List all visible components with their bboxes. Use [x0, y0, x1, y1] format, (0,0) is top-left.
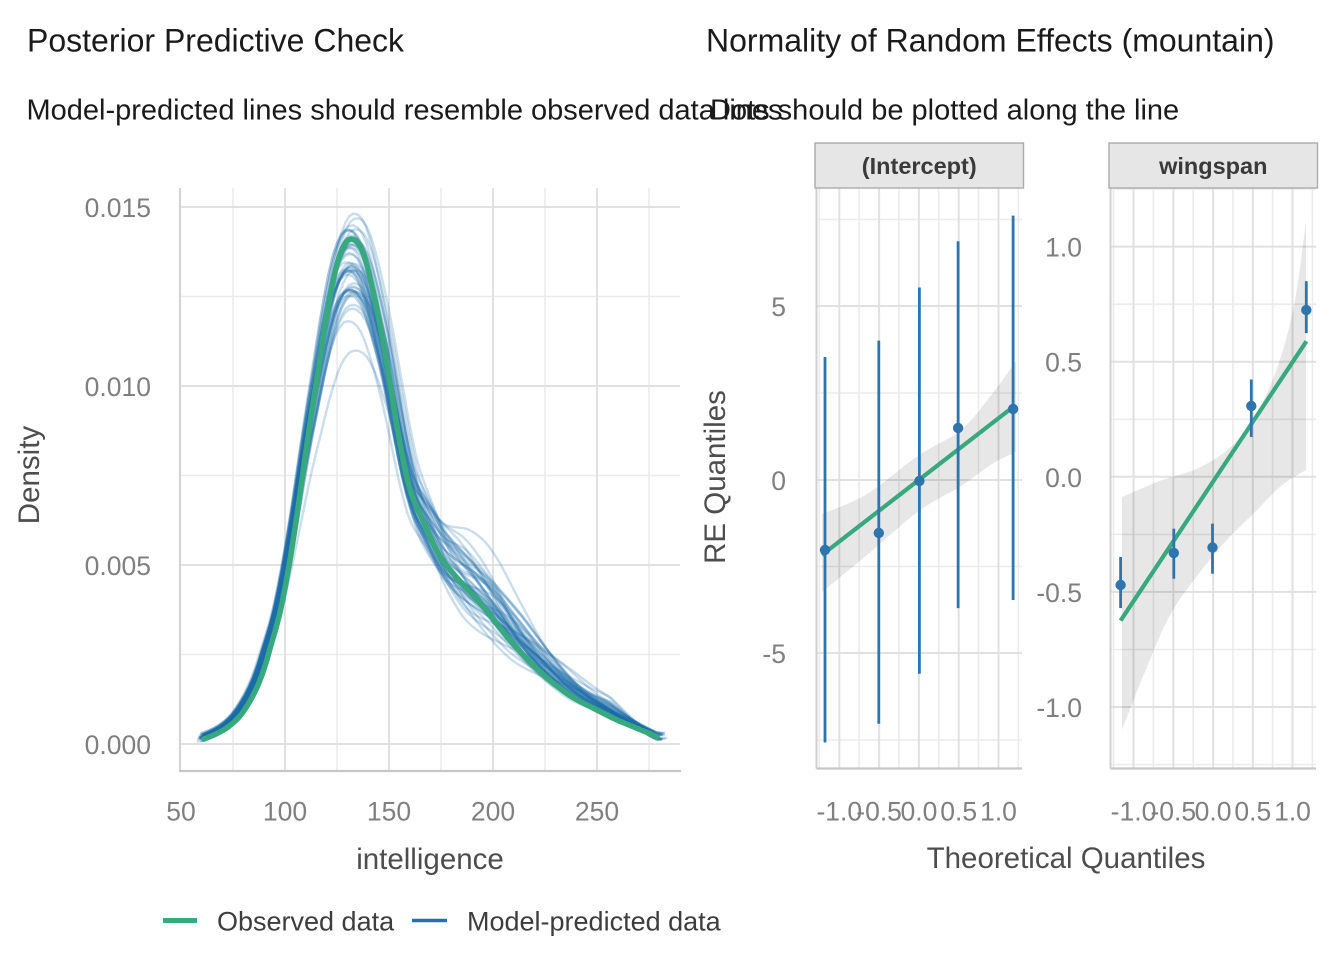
svg-text:Theoretical Quantiles: Theoretical Quantiles	[927, 842, 1206, 875]
svg-text:-1.0: -1.0	[1111, 797, 1157, 827]
svg-text:1.0: 1.0	[1274, 797, 1311, 827]
svg-text:0.0: 0.0	[1045, 463, 1082, 493]
svg-text:-5: -5	[762, 639, 786, 669]
svg-text:250: 250	[575, 797, 619, 827]
svg-text:-1.0: -1.0	[816, 797, 862, 827]
svg-text:1.0: 1.0	[1045, 233, 1082, 263]
svg-text:intelligence: intelligence	[356, 843, 504, 876]
svg-text:Model-predicted data: Model-predicted data	[467, 907, 722, 937]
svg-text:50: 50	[166, 797, 195, 827]
svg-text:200: 200	[471, 797, 515, 827]
svg-text:150: 150	[367, 797, 411, 827]
svg-text:1.0: 1.0	[980, 797, 1017, 827]
svg-text:-0.5: -0.5	[1036, 578, 1082, 608]
svg-text:0.015: 0.015	[85, 193, 151, 223]
svg-text:(Intercept): (Intercept)	[862, 153, 977, 179]
svg-text:0.5: 0.5	[940, 797, 977, 827]
svg-text:0.0: 0.0	[1195, 797, 1232, 827]
svg-text:Normality of Random Effects (m: Normality of Random Effects (mountain)	[706, 23, 1275, 59]
svg-text:0.5: 0.5	[1234, 797, 1271, 827]
svg-text:5: 5	[771, 292, 786, 322]
svg-text:0.000: 0.000	[85, 730, 151, 760]
svg-text:RE Quantiles: RE Quantiles	[699, 390, 732, 564]
svg-text:Model-predicted lines should r: Model-predicted lines should resemble ob…	[27, 95, 783, 127]
svg-text:Density: Density	[13, 426, 46, 525]
svg-text:0.010: 0.010	[85, 372, 151, 402]
svg-text:0.005: 0.005	[85, 551, 151, 581]
svg-text:wingspan: wingspan	[1158, 153, 1267, 179]
svg-text:-1.0: -1.0	[1036, 693, 1082, 723]
svg-text:0.5: 0.5	[1045, 348, 1082, 378]
svg-text:100: 100	[263, 797, 307, 827]
svg-text:0.0: 0.0	[900, 797, 937, 827]
svg-text:Dots should be plotted along t: Dots should be plotted along the line	[710, 95, 1179, 127]
svg-text:-0.5: -0.5	[856, 797, 902, 827]
svg-text:Observed data: Observed data	[217, 907, 395, 937]
svg-text:Posterior Predictive Check: Posterior Predictive Check	[27, 23, 405, 59]
svg-text:0: 0	[771, 466, 786, 496]
svg-text:-0.5: -0.5	[1150, 797, 1196, 827]
